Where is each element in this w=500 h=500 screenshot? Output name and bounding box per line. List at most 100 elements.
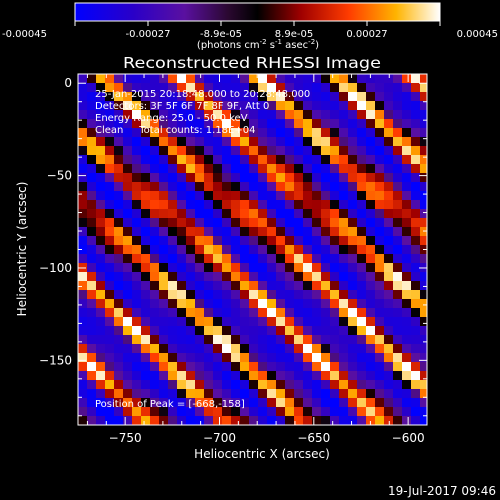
heatmap-cell (87, 137, 97, 147)
heatmap-cell (321, 110, 331, 120)
heatmap-cell (366, 254, 376, 264)
heatmap-cell (384, 407, 394, 417)
heatmap-cell (96, 110, 106, 120)
heatmap-cell (321, 137, 331, 147)
heatmap-cell (186, 380, 196, 390)
heatmap-cell (402, 182, 412, 192)
heatmap-cell (141, 155, 151, 165)
heatmap-cell (339, 245, 349, 255)
heatmap-cell (177, 344, 187, 354)
heatmap-cell (276, 146, 286, 156)
heatmap-cell (195, 317, 205, 327)
heatmap-cell (348, 182, 358, 192)
heatmap-cell (357, 281, 367, 291)
heatmap-cell (384, 317, 394, 327)
heatmap-cell (240, 182, 250, 192)
heatmap-cell (258, 398, 268, 408)
heatmap-cell (204, 362, 214, 372)
heatmap-cell (222, 110, 232, 120)
heatmap-cell (303, 416, 313, 425)
heatmap-cell (195, 254, 205, 264)
heatmap-cell (123, 353, 133, 363)
heatmap-cell (231, 335, 241, 345)
heatmap-cell (141, 92, 151, 102)
heatmap-cell (249, 308, 259, 318)
heatmap-cell (267, 263, 277, 273)
heatmap-cell (330, 137, 340, 147)
heatmap-cell (294, 155, 304, 165)
heatmap-cell (240, 326, 250, 336)
heatmap-cell (114, 317, 124, 327)
heatmap-cell (132, 209, 142, 219)
heatmap-cell (267, 407, 277, 417)
heatmap-cell (132, 353, 142, 363)
heatmap-cell (78, 200, 88, 210)
heatmap-cell (285, 74, 295, 84)
heatmap-cell (96, 272, 106, 282)
heatmap-cell (186, 245, 196, 255)
heatmap-cell (330, 308, 340, 318)
heatmap-cell (384, 155, 394, 165)
heatmap-cell (240, 74, 250, 84)
heatmap-cell (312, 344, 322, 354)
heatmap-cell (366, 389, 376, 399)
heatmap-cell (294, 101, 304, 111)
heatmap-cell (249, 182, 259, 192)
heatmap-cell (357, 92, 367, 102)
heatmap-cell (420, 416, 427, 425)
heatmap-cell (348, 200, 358, 210)
heatmap-cell (402, 326, 412, 336)
heatmap-cell (186, 92, 196, 102)
plot-title: Reconstructed RHESSI Image (123, 54, 381, 72)
heatmap-cell (87, 101, 97, 111)
heatmap-cell (258, 191, 268, 201)
heatmap-cell (114, 245, 124, 255)
heatmap-cell (195, 83, 205, 93)
heatmap-cell (204, 146, 214, 156)
heatmap-cell (141, 110, 151, 120)
heatmap-cell (177, 101, 187, 111)
heatmap-cell (195, 245, 205, 255)
heatmap-cell (249, 74, 259, 84)
heatmap-cell (393, 128, 403, 138)
heatmap-cell (213, 83, 223, 93)
heatmap-cell (168, 191, 178, 201)
heatmap-cell (366, 182, 376, 192)
heatmap-cell (186, 227, 196, 237)
heatmap-cell (213, 326, 223, 336)
heatmap-cell (366, 371, 376, 381)
heatmap-cell (285, 281, 295, 291)
heatmap-cell (357, 326, 367, 336)
heatmap-cell (213, 335, 223, 345)
heatmap-cell (393, 272, 403, 282)
heatmap-cell (348, 209, 358, 219)
heatmap-cell (159, 209, 169, 219)
heatmap-cell (375, 290, 385, 300)
heatmap-cell (240, 218, 250, 228)
heatmap-cell (141, 299, 151, 309)
heatmap-cell (114, 299, 124, 309)
heatmap-cell (312, 308, 322, 318)
heatmap-cell (195, 308, 205, 318)
heatmap-cell (294, 281, 304, 291)
heatmap-cell (357, 164, 367, 174)
heatmap-cell (96, 128, 106, 138)
heatmap-cell (321, 173, 331, 183)
heatmap-cell (159, 389, 169, 399)
heatmap-cell (348, 371, 358, 381)
heatmap-cell (240, 209, 250, 219)
heatmap-cell (240, 137, 250, 147)
heatmap-cell (132, 200, 142, 210)
heatmap-cell (123, 227, 133, 237)
heatmap-cell (312, 389, 322, 399)
heatmap-cell (105, 326, 115, 336)
heatmap-cell (249, 155, 259, 165)
heatmap-cell (402, 101, 412, 111)
heatmap-cell (285, 254, 295, 264)
heatmap-cell (168, 200, 178, 210)
heatmap-cell (195, 407, 205, 417)
heatmap-cell (384, 137, 394, 147)
heatmap-cell (276, 389, 286, 399)
heatmap-cell (78, 371, 88, 381)
heatmap-cell (87, 191, 97, 201)
